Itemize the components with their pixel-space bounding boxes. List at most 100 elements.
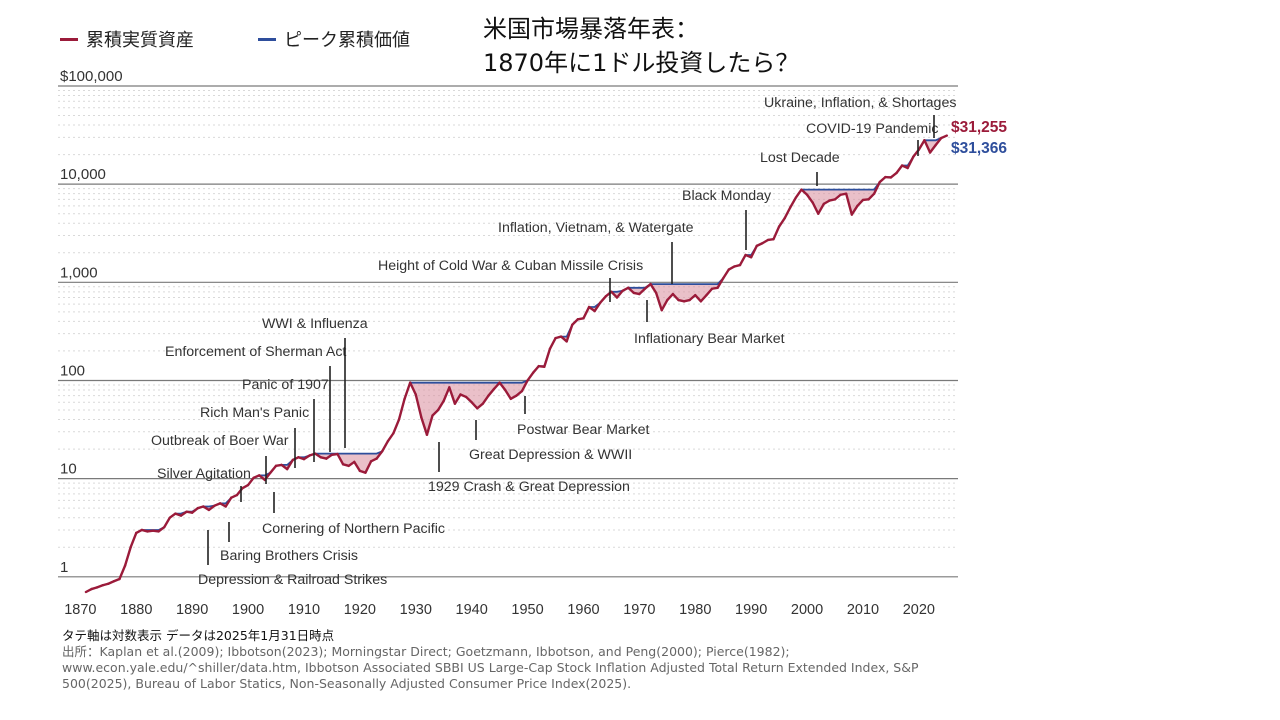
real-wealth-segment: [705, 287, 714, 297]
x-tick-label: 2000: [791, 602, 823, 618]
x-tick-label: 1950: [511, 602, 543, 618]
real-wealth-segment: [722, 268, 731, 280]
real-wealth-segment: [699, 293, 708, 303]
y-tick-label: 10: [60, 461, 77, 478]
legend-item-real-wealth: 累積実質資産: [60, 26, 194, 52]
real-wealth-segment: [694, 293, 703, 303]
x-axis-labels: 1870 1880 1890 1900 1910 1920 1930 1940 1950 1960…: [64, 602, 935, 618]
real-wealth-segment: [481, 394, 490, 405]
real-wealth-segment: [565, 323, 574, 343]
x-tick-label: 1920: [344, 602, 376, 618]
real-wealth-segment: [917, 139, 926, 151]
annotation-label: Outbreak of Boer War: [151, 433, 289, 449]
real-wealth-segment: [515, 389, 524, 397]
legend-item-peak-value: ピーク累積価値: [258, 26, 410, 52]
real-wealth-segment: [666, 292, 675, 302]
drawdown-area: [85, 135, 947, 592]
x-tick-label: 2020: [903, 602, 935, 618]
real-wealth-segment: [543, 347, 552, 368]
real-wealth-segment: [817, 202, 826, 215]
real-wealth-segment: [246, 476, 255, 487]
real-wealth-segment: [470, 401, 479, 410]
y-tick-label: 10,000: [60, 166, 106, 183]
real-wealth-segment: [431, 408, 440, 417]
annotation-label: Silver Agitation: [157, 466, 251, 482]
legend-label-peak-value: ピーク累積価値: [284, 30, 410, 51]
x-tick-label: 1900: [232, 602, 264, 618]
real-wealth-segment: [615, 289, 624, 299]
real-wealth-segment: [163, 516, 172, 529]
end-value-labels: $31,255 $31,366: [951, 119, 1007, 157]
real-wealth-segment: [800, 188, 809, 196]
annotation-label: Postwar Bear Market: [517, 422, 650, 438]
real-wealth-segment: [285, 458, 294, 471]
real-wealth-segment: [498, 381, 507, 392]
annotation-label: WWI & Influenza: [262, 316, 368, 332]
chart-title-line2: 1870年に1ドル投資したら？: [483, 49, 800, 77]
real-wealth-segment: [649, 282, 658, 295]
real-wealth-segment: [688, 293, 697, 302]
x-tick-label: 1990: [735, 602, 767, 618]
real-wealth-segment: [476, 402, 485, 410]
real-wealth-segment: [487, 387, 496, 397]
real-wealth-segment: [783, 206, 792, 220]
annotation-label: Panic of 1907: [242, 377, 329, 393]
real-wealth-segment: [414, 393, 423, 419]
real-wealth-segment: [381, 440, 390, 453]
x-tick-label: 1880: [120, 602, 152, 618]
real-wealth-segment: [453, 393, 462, 405]
x-tick-label: 1910: [288, 602, 320, 618]
real-wealth-segment: [749, 244, 758, 259]
real-wealth-segment: [353, 460, 362, 473]
y-tick-label: 1: [60, 559, 68, 576]
real-wealth-segment: [571, 318, 580, 326]
real-wealth-segment: [856, 198, 865, 208]
real-wealth-segment: [643, 282, 652, 290]
annotation-label: Cornering of Northern Pacific: [262, 521, 445, 537]
x-tick-label: 1890: [176, 602, 208, 618]
x-tick-label: 2010: [847, 602, 879, 618]
real-wealth-segment: [403, 381, 412, 401]
annotation-label: 1929 Crash & Great Depression: [428, 479, 630, 495]
real-wealth-segment: [716, 277, 725, 289]
real-wealth-segment: [420, 416, 429, 436]
real-wealth-segment: [928, 143, 937, 154]
real-wealth-segment: [850, 204, 859, 216]
real-wealth-segment: [224, 496, 233, 508]
annotation-label: Height of Cold War & Cuban Missile Crisi…: [378, 258, 643, 274]
real-wealth-segment: [872, 180, 881, 195]
annotation-label: Inflationary Bear Market: [634, 331, 785, 347]
real-wealth-segment: [789, 196, 798, 209]
real-wealth-segment: [504, 388, 512, 401]
real-wealth-segment: [833, 193, 842, 201]
chart-title: 米国市場暴落年表： 1870年に1ドル投資したら？: [483, 12, 799, 80]
annotation-label: COVID-19 Pandemic: [806, 121, 938, 137]
real-wealth-segment: [364, 460, 373, 474]
event-annotations: Depression & Railroad Strikes Baring Brot…: [151, 95, 956, 588]
real-wealth-segment: [442, 386, 451, 403]
annotation-label: Ukraine, Inflation, & Shortages: [764, 95, 956, 111]
real-wealth-segment: [336, 452, 345, 466]
annotation-label: Enforcement of Sherman Act: [165, 344, 346, 360]
real-wealth-segment: [392, 418, 401, 435]
real-wealth-line: [84, 134, 949, 594]
legend-swatch-peak-value: [258, 37, 276, 41]
legend-swatch-real-wealth: [60, 37, 78, 41]
annotation-label: Great Depression & WWII: [469, 447, 632, 463]
real-wealth-segment: [375, 450, 384, 460]
y-axis-labels: 1 10 100 1,000 10,000 $100,000: [60, 68, 123, 576]
annotation-label: Depression & Railroad Strikes: [198, 572, 387, 588]
real-wealth-segment: [129, 531, 138, 549]
y-tick-label: 1,000: [60, 264, 98, 281]
real-wealth-segment: [844, 192, 853, 216]
real-wealth-segment: [610, 290, 619, 299]
real-wealth-segment: [408, 381, 417, 396]
real-wealth-segment: [436, 399, 445, 412]
y-tick-label: $100,000: [60, 68, 123, 85]
real-wealth-segment: [531, 364, 540, 374]
real-wealth-segment: [934, 136, 943, 147]
real-wealth-segment: [906, 155, 915, 170]
real-wealth-segment: [425, 414, 434, 436]
real-wealth-segment: [599, 295, 608, 304]
y-tick-label: 100: [60, 362, 85, 379]
